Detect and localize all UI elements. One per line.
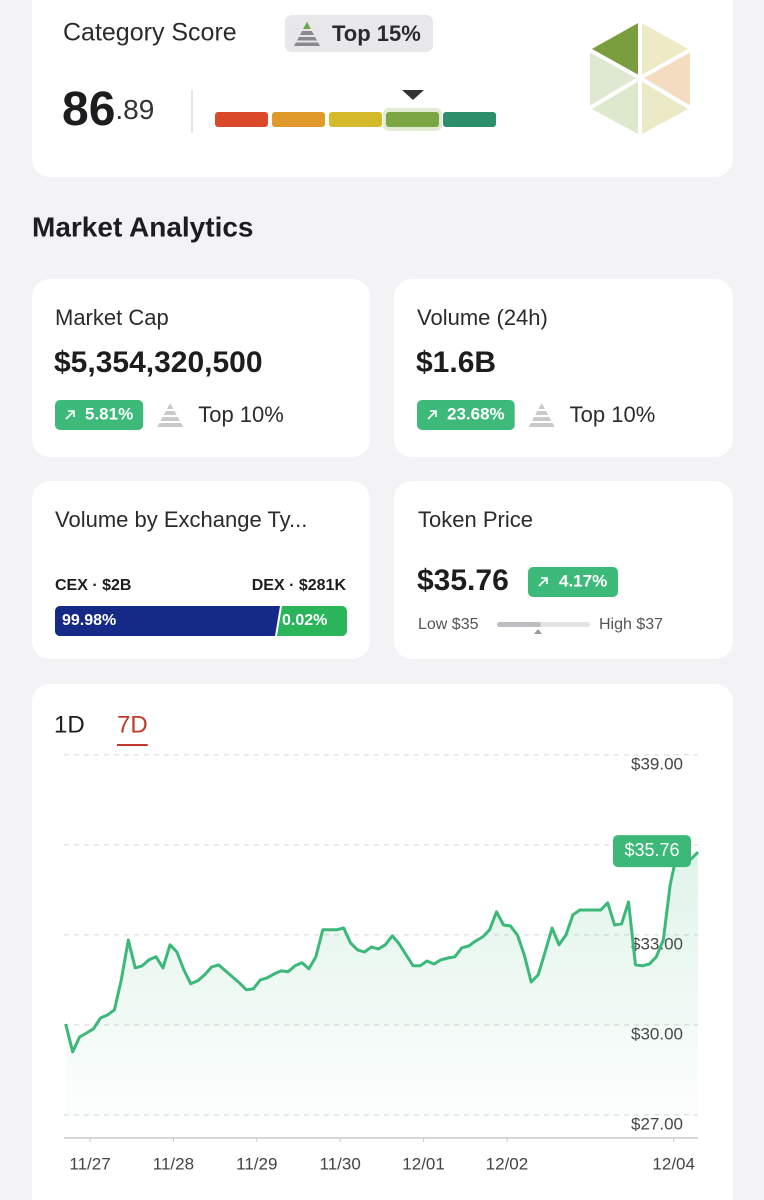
cex-label: CEX · $2B bbox=[55, 577, 131, 594]
change-pill bbox=[55, 400, 144, 430]
score-main: 86 bbox=[62, 83, 115, 136]
x-tick-label: 11/27 bbox=[69, 1154, 110, 1173]
score-segment bbox=[272, 112, 325, 127]
change-text: 23.68% bbox=[447, 404, 505, 423]
score-segment bbox=[443, 112, 496, 127]
change-text: 5.81% bbox=[85, 404, 133, 423]
x-tick-label: 11/29 bbox=[236, 1154, 277, 1173]
hex-icon bbox=[586, 20, 694, 137]
section-title: Market Analytics bbox=[32, 211, 254, 242]
score-segment bbox=[329, 112, 382, 127]
rank-text: Top 10% bbox=[570, 402, 656, 427]
price-change: 4.17% bbox=[559, 571, 607, 590]
segment-pointer bbox=[402, 90, 424, 100]
range-fill bbox=[497, 622, 541, 627]
range-tab[interactable]: 1D bbox=[54, 711, 85, 738]
score-segments bbox=[215, 90, 496, 131]
score-fraction: .89 bbox=[115, 94, 154, 125]
exchange-label: Volume by Exchange Ty... bbox=[55, 507, 307, 532]
x-tick-label: 12/01 bbox=[402, 1154, 445, 1173]
stat-value: $1.6B bbox=[416, 346, 496, 379]
change-pill bbox=[417, 400, 515, 430]
x-tick-label: 11/30 bbox=[320, 1154, 361, 1173]
stat-cards: Market Cap $5,354,320,500 5.81% Top 10% Volu… bbox=[32, 279, 733, 457]
x-tick-label: 12/02 bbox=[486, 1154, 529, 1173]
cex-share: 99.98% bbox=[62, 612, 116, 629]
y-tick-label: $39.00 bbox=[631, 754, 683, 773]
price-value: $35.76 bbox=[417, 564, 509, 597]
dex-label: DEX · $281K bbox=[252, 577, 347, 594]
score-badge bbox=[285, 15, 433, 52]
current-price-label: $35.76 bbox=[624, 840, 679, 860]
score: 86.89 bbox=[62, 83, 154, 136]
price-line bbox=[64, 850, 700, 1054]
x-tick-label: 11/28 bbox=[153, 1154, 194, 1173]
price-change-pill bbox=[528, 567, 618, 597]
score-card bbox=[32, 0, 733, 177]
x-tick-label: 12/04 bbox=[652, 1154, 695, 1173]
price-area bbox=[65, 851, 698, 1138]
rank-text: Top 10% bbox=[198, 402, 284, 427]
range-tab[interactable]: 7D bbox=[117, 711, 148, 738]
stat-label: Market Cap bbox=[55, 305, 169, 330]
price-label: Token Price bbox=[418, 507, 533, 532]
cex-bar bbox=[55, 606, 281, 636]
price-high: High $37 bbox=[599, 616, 663, 633]
range-marker bbox=[534, 629, 542, 634]
stat-value: $5,354,320,500 bbox=[54, 346, 263, 379]
bar-split bbox=[275, 605, 282, 637]
score-badge-text: Top 15% bbox=[332, 21, 421, 46]
dex-share: 0.02% bbox=[282, 612, 327, 629]
score-title: Category Score bbox=[63, 19, 237, 47]
score-segment bbox=[215, 112, 268, 127]
price-chart: 1D7D$27.00$30.00$33.00$36.00$39.0011/271… bbox=[54, 711, 700, 1173]
stat-label: Volume (24h) bbox=[417, 305, 548, 330]
score-segment bbox=[386, 112, 439, 127]
current-price-badge bbox=[613, 835, 691, 868]
price-low: Low $35 bbox=[418, 616, 479, 633]
